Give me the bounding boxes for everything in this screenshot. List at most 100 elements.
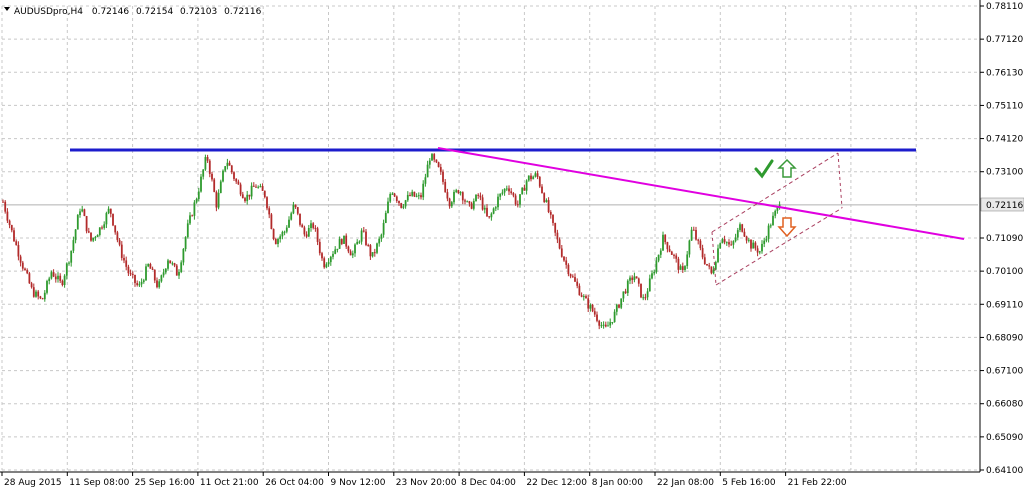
candle-body xyxy=(717,248,719,263)
descending-trendline[interactable] xyxy=(437,147,965,240)
candle-body xyxy=(406,194,409,201)
candle-body xyxy=(576,281,579,286)
candle-body xyxy=(217,192,220,208)
candle-body xyxy=(369,245,372,257)
candle-body xyxy=(252,185,255,187)
x-tick-label: 21 Feb 22:00 xyxy=(788,478,847,488)
candle-body xyxy=(761,243,763,252)
candle-body xyxy=(618,304,620,308)
channel-lower-line[interactable] xyxy=(715,207,843,286)
candle-body xyxy=(684,266,686,270)
channel-left-line[interactable] xyxy=(711,231,717,286)
candle-body xyxy=(519,194,521,205)
candle-body xyxy=(668,249,671,252)
candle-body xyxy=(472,201,475,209)
candle-body xyxy=(402,206,405,208)
candle-body xyxy=(384,213,387,223)
x-tick-label: 9 Nov 12:00 xyxy=(331,478,386,488)
candle-body xyxy=(15,241,18,246)
candle-body xyxy=(98,227,101,235)
candle-body xyxy=(378,238,381,244)
candle-body xyxy=(624,291,627,294)
candle-body xyxy=(644,297,647,299)
candle-body xyxy=(83,209,86,217)
candle-body xyxy=(569,274,572,277)
candle-body xyxy=(730,244,733,246)
channel-upper-line[interactable] xyxy=(711,152,839,233)
candle-body xyxy=(415,195,418,197)
candle-body xyxy=(178,272,180,276)
candle-body xyxy=(428,160,431,165)
candle-body xyxy=(725,242,728,244)
collapse-triangle-icon[interactable] xyxy=(4,7,10,11)
candle-body xyxy=(494,207,497,209)
candle-body xyxy=(85,216,88,232)
candle-body xyxy=(633,276,636,280)
time-axis[interactable]: 28 Aug 2015 11 Sep 08:00 25 Sep 16:00 11 Oc… xyxy=(1,472,847,488)
candle-body xyxy=(259,186,262,188)
candle-body xyxy=(268,208,271,215)
candle-body xyxy=(233,172,235,179)
candle-body xyxy=(184,237,187,249)
candle-body xyxy=(246,194,249,202)
candle-body xyxy=(497,196,499,208)
candle-body xyxy=(400,203,403,208)
candle-body xyxy=(354,244,356,254)
candle-body xyxy=(435,159,438,163)
candle-body xyxy=(197,191,200,200)
candle-body xyxy=(138,284,141,286)
candle-body xyxy=(81,209,84,212)
y-tick-label: 0.69110 xyxy=(986,300,1023,310)
candle-body xyxy=(365,231,367,245)
candle-body xyxy=(228,162,231,166)
candle-body xyxy=(554,222,557,233)
candle-body xyxy=(646,291,649,298)
candle-body xyxy=(772,215,774,226)
drawing-objects[interactable] xyxy=(70,147,965,286)
candle-body xyxy=(648,278,651,292)
candle-body xyxy=(701,248,704,258)
candle-body xyxy=(208,160,211,174)
candle-body xyxy=(609,322,612,326)
channel-right-line[interactable] xyxy=(837,152,843,209)
candle-body xyxy=(131,273,134,275)
candle-body xyxy=(712,269,715,274)
candle-body xyxy=(662,234,664,251)
y-tick-label: 0.71090 xyxy=(986,234,1023,244)
x-tick-label: 23 Nov 20:00 xyxy=(396,478,457,488)
candle-body xyxy=(710,266,713,274)
candle-body xyxy=(362,230,365,232)
candle-body xyxy=(43,292,46,300)
candle-body xyxy=(382,222,385,235)
candle-body xyxy=(543,193,546,203)
candle-body xyxy=(147,264,150,267)
candle-body xyxy=(19,256,22,263)
candle-body xyxy=(690,229,693,241)
candle-body xyxy=(439,167,442,172)
candle-body xyxy=(239,184,242,195)
candle-body xyxy=(695,229,697,240)
y-tick-label: 0.67100 xyxy=(986,367,1023,377)
candle-body xyxy=(587,298,590,309)
candle-body xyxy=(142,280,145,282)
candle-body xyxy=(373,252,376,254)
candle-body xyxy=(345,235,348,247)
arrow-down-icon xyxy=(777,217,797,238)
candle-body xyxy=(413,191,416,197)
candle-body xyxy=(512,193,515,196)
candle-body xyxy=(409,194,411,196)
candle-body xyxy=(206,157,209,161)
candle-body xyxy=(37,291,40,297)
price-axis[interactable]: 0.78110 0.77120 0.76130 0.75110 0.74120 0.731… xyxy=(980,2,1023,476)
candle-body xyxy=(510,191,513,194)
candle-body xyxy=(536,173,539,177)
current-price-label: 0.72116 xyxy=(986,201,1023,211)
candle-body xyxy=(136,283,139,286)
candle-body xyxy=(283,231,286,233)
candle-body xyxy=(321,253,323,259)
y-tick-label: 0.76130 xyxy=(986,68,1023,78)
candle-body xyxy=(657,254,660,261)
candle-body xyxy=(541,186,543,194)
